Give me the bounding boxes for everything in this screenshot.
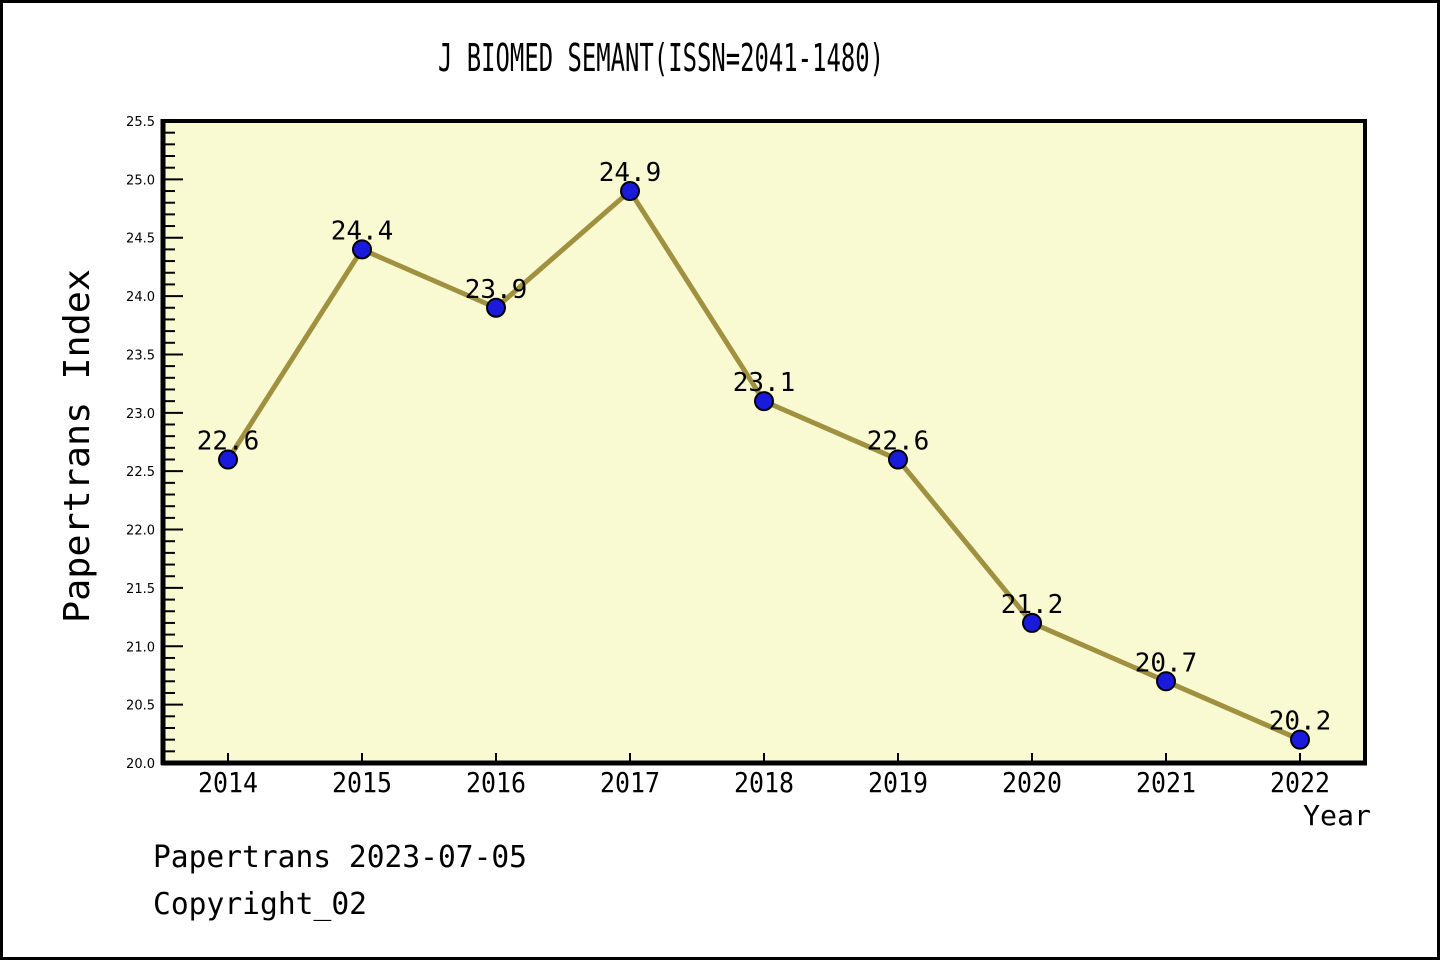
plot-area: 20.0 20.5 21.0 21.5 22.0 22.5 23.0 23.5 24.0 24.5… — [126, 115, 1367, 799]
y-tick-label: 25.5 — [126, 115, 155, 130]
y-tick-label: 21.5 — [126, 582, 155, 597]
y-tick-label: 23.5 — [126, 348, 155, 363]
x-tick-label: 2018 — [734, 766, 794, 799]
y-tick-label: 22.0 — [126, 524, 155, 539]
footer-copyright: Copyright_02 — [153, 887, 367, 922]
x-tick-label: 2021 — [1136, 766, 1196, 799]
data-point-label: 24.4 — [331, 216, 394, 246]
data-point-label: 20.7 — [1135, 648, 1198, 678]
x-tick-label: 2017 — [600, 766, 660, 799]
x-tick-label: 2022 — [1270, 766, 1330, 799]
data-point — [1156, 671, 1176, 692]
data-point-label: 23.1 — [733, 368, 796, 398]
data-point-label: 23.9 — [465, 275, 528, 305]
x-tick-label: 2020 — [1002, 766, 1062, 799]
x-tick-label: 2016 — [466, 766, 526, 799]
footer-source-date: Papertrans 2023-07-05 — [153, 840, 527, 875]
y-tick-label: 24.5 — [126, 232, 155, 247]
y-tick-label: 25.0 — [126, 173, 155, 188]
data-point-label: 24.9 — [599, 158, 662, 188]
data-point — [888, 449, 908, 470]
y-axis-title: Papertrans Index — [57, 269, 98, 623]
y-tick-label: 21.0 — [126, 640, 155, 655]
data-point — [218, 449, 238, 470]
x-tick-label: 2015 — [332, 766, 392, 799]
x-axis-title: Year — [1303, 799, 1371, 832]
data-point — [352, 239, 372, 260]
data-point-label: 21.2 — [1001, 590, 1064, 620]
data-point — [620, 181, 640, 202]
data-point-label: 22.6 — [867, 427, 930, 457]
y-tick-label: 22.5 — [126, 465, 155, 480]
chart-title: J BIOMED SEMANT(ISSN=2041-1480) — [438, 36, 884, 80]
data-point-label: 20.2 — [1269, 707, 1332, 737]
x-tick-label: 2014 — [198, 766, 258, 799]
data-point — [754, 391, 774, 412]
x-tick-label: 2019 — [868, 766, 928, 799]
y-tick-label: 24.0 — [126, 290, 155, 305]
y-tick-label: 20.5 — [126, 699, 155, 714]
data-point — [1022, 612, 1042, 633]
line-chart: 20.0 20.5 21.0 21.5 22.0 22.5 23.0 23.5 24.0 24.5… — [57, 36, 1371, 922]
data-point-label: 22.6 — [197, 427, 260, 457]
y-tick-label: 20.0 — [126, 757, 155, 772]
data-point — [1290, 729, 1310, 750]
plot-background — [163, 121, 1365, 763]
y-tick-label: 23.0 — [126, 407, 155, 422]
data-point — [486, 297, 506, 318]
